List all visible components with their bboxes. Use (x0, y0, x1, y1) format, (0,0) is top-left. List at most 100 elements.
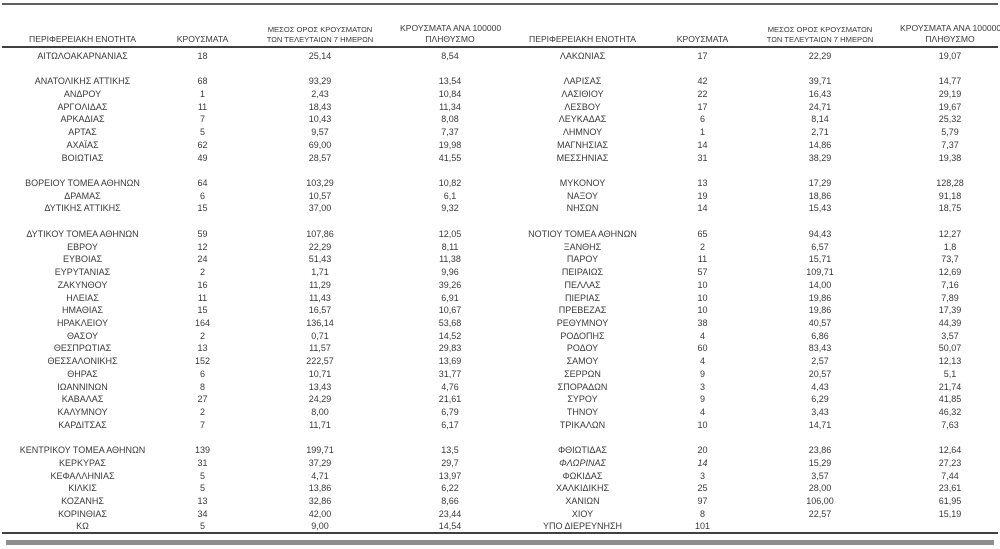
per-100k-value: 12,27 (938, 228, 962, 239)
region-name: ΤΡΙΚΑΛΩΝ (559, 419, 606, 430)
table-row: ΠΡΕΒΕΖΑΣ 10 19,86 17,39 (500, 304, 1000, 317)
region-name: ΗΜΑΘΙΑΣ (62, 305, 103, 316)
region-name: ΛΑΣΙΘΙΟΥ (561, 89, 604, 100)
cases-value: 68 (197, 76, 208, 87)
cases-value: 8 (199, 381, 205, 392)
cases-value: 65 (697, 228, 708, 239)
avg-7day-value: 94,43 (808, 228, 832, 239)
region-name: ΠΕΛΛΑΣ (564, 279, 601, 290)
avg-7day-value: 14,00 (808, 279, 832, 290)
table-row: ΑΡΚΑΔΙΑΣ 7 10,43 8,08 (0, 114, 500, 127)
region-name: ΘΕΣΠΡΩΤΙΑΣ (53, 343, 112, 354)
per-100k-value: 13,97 (438, 470, 462, 481)
region-name: ΛΑΡΙΣΑΣ (563, 76, 602, 87)
per-100k-value: 14,77 (938, 76, 962, 87)
cases-value: 62 (197, 139, 208, 150)
per-100k-value: 4,76 (441, 381, 459, 392)
per-100k-value: 12,05 (438, 228, 462, 239)
table-row: ΤΗΝΟΥ 4 3,43 46,32 (500, 406, 1000, 419)
table-row: ΔΥΤΙΚΟΥ ΤΟΜΕΑ ΑΘΗΝΩΝ 59 107,86 12,05 (0, 228, 500, 241)
per-100k-value: 12,13 (938, 356, 962, 367)
avg-7day-value: 2,43 (311, 89, 329, 100)
cases-value: 2 (199, 406, 205, 417)
left-table-header: ΠΕΡΙΦΕΡΕΙΑΚΗ ΕΝΟΤΗΤΑ ΚΡΟΥΣΜΑΤΑ ΜΕΣΟΣ ΟΡΟ… (0, 0, 501, 45)
per-100k-value: 19,07 (938, 50, 962, 61)
avg-7day-value: 10,57 (308, 190, 332, 201)
column-header-avg7-line1: ΜΕΣΟΣ ΟΡΟΣ ΚΡΟΥΣΜΑΤΩΝ (267, 25, 373, 35)
region-name: ΚΕΦΑΛΛΗΝΙΑΣ (50, 470, 115, 481)
table-row: ΙΩΑΝΝΙΝΩΝ 8 13,43 4,76 (0, 381, 500, 394)
avg-7day-value: 8,14 (811, 114, 829, 125)
avg-7day-value: 3,43 (811, 406, 829, 417)
region-name: ΘΕΣΣΑΛΟΝΙΚΗΣ (47, 356, 118, 367)
cases-value: 4 (699, 356, 705, 367)
per-100k-value: 41,85 (938, 394, 962, 405)
per-100k-value: 8,11 (441, 241, 459, 252)
cases-value: 2 (699, 241, 705, 252)
cases-value: 42 (697, 76, 708, 87)
per-100k-value: 7,89 (941, 292, 959, 303)
per-100k-value: 21,61 (438, 394, 462, 405)
table-row: ΠΑΡΟΥ 11 15,71 73,7 (500, 254, 1000, 267)
table-row: ΦΛΩΡΙΝΑΣ 14 15,29 27,23 (500, 457, 1000, 470)
avg-7day-value: 93,29 (308, 76, 332, 87)
region-name: ΣΕΡΡΩΝ (564, 368, 601, 379)
region-name: ΠΡΕΒΕΖΑΣ (558, 305, 607, 316)
table-row: ΕΥΒΟΙΑΣ 24 51,43 11,38 (0, 254, 500, 267)
table-row: ΛΑΚΩΝΙΑΣ 17 22,29 19,07 (500, 50, 1000, 63)
cases-value: 25 (697, 483, 708, 494)
region-name: ΧΙΟΥ (571, 508, 594, 519)
table-row: ΧΙΟΥ 8 22,57 15,19 (500, 508, 1000, 521)
region-name: ΕΥΒΟΙΑΣ (62, 254, 103, 265)
cases-value: 11 (697, 254, 708, 265)
region-name: ΚΕΡΚΥΡΑΣ (59, 457, 106, 468)
cases-value: 8 (699, 508, 705, 519)
table-row: ΚΕΡΚΥΡΑΣ 31 37,29 29,7 (0, 457, 500, 470)
cases-value: 17 (697, 50, 708, 61)
region-name: ΞΑΝΘΗΣ (563, 241, 602, 252)
avg-7day-value: 38,29 (808, 152, 832, 163)
per-100k-value: 50,07 (938, 343, 962, 354)
table-row: ΚΑΡΔΙΤΣΑΣ 7 11,71 6,17 (0, 419, 500, 432)
avg-7day-value: 6,57 (811, 241, 829, 252)
table-row: ΗΡΑΚΛΕΙΟΥ 164 136,14 53,68 (0, 317, 500, 330)
table-row: ΥΠΟ ΔΙΕΡΕΥΝΗΣΗ 101 (500, 521, 1000, 534)
column-header-per100k-line2: ΠΛΗΘΥΣΜΟ (425, 33, 475, 44)
region-name: ΛΑΚΩΝΙΑΣ (559, 50, 606, 61)
avg-7day-value: 109,71 (806, 267, 834, 278)
per-100k-value: 44,39 (938, 317, 962, 328)
table-row: ΤΡΙΚΑΛΩΝ 10 14,71 7,63 (500, 419, 1000, 432)
table-row: ΛΕΥΚΑΔΑΣ 6 8,14 25,32 (500, 114, 1000, 127)
table-row: ΑΧΑΪΑΣ 62 69,00 19,98 (0, 139, 500, 152)
table-row: ΝΟΤΙΟΥ ΤΟΜΕΑ ΑΘΗΝΩΝ 65 94,43 12,27 (500, 228, 1000, 241)
table-row: ΕΥΡΥΤΑΝΙΑΣ 2 1,71 9,96 (0, 266, 500, 279)
table-row: ΣΠΟΡΑΔΩΝ 3 4,43 21,74 (500, 381, 1000, 394)
avg-7day-value: 24,71 (808, 101, 832, 112)
cases-value: 17 (697, 101, 708, 112)
cases-value: 101 (694, 521, 711, 532)
cases-value: 18 (197, 50, 208, 61)
region-name: ΛΕΣΒΟΥ (564, 101, 601, 112)
avg-7day-value: 18,43 (308, 101, 332, 112)
table-row: ΜΥΚΟΝΟΥ 13 17,29 128,28 (500, 177, 1000, 190)
region-name: ΚΟΖΑΝΗΣ (61, 496, 104, 507)
region-name: ΠΕΙΡΑΙΩΣ (561, 267, 604, 278)
region-name: ΣΠΟΡΑΔΩΝ (557, 381, 608, 392)
table-row: ΧΑΝΙΩΝ 97 106,00 61,95 (500, 495, 1000, 508)
avg-7day-value: 39,71 (808, 76, 832, 87)
table-row: ΗΛΕΙΑΣ 11 11,43 6,91 (0, 292, 500, 305)
column-header-cases: ΚΡΟΥΣΜΑΤΑ (176, 33, 229, 44)
cases-value: 11 (197, 101, 208, 112)
avg-7day-value: 199,71 (306, 445, 334, 456)
avg-7day-value: 9,00 (311, 521, 329, 532)
avg-7day-value: 6,86 (811, 330, 829, 341)
region-name: ΡΟΔΟΥ (566, 343, 599, 354)
per-100k-value: 8,66 (441, 496, 459, 507)
per-100k-value: 91,18 (938, 190, 962, 201)
cases-value: 97 (697, 496, 708, 507)
avg-7day-value: 6,29 (811, 394, 829, 405)
cases-value: 139 (194, 445, 211, 456)
cases-value: 7 (199, 419, 205, 430)
column-header-per100k-line1: ΚΡΟΥΣΜΑΤΑ ΑΝΑ 100000 (900, 22, 1000, 33)
